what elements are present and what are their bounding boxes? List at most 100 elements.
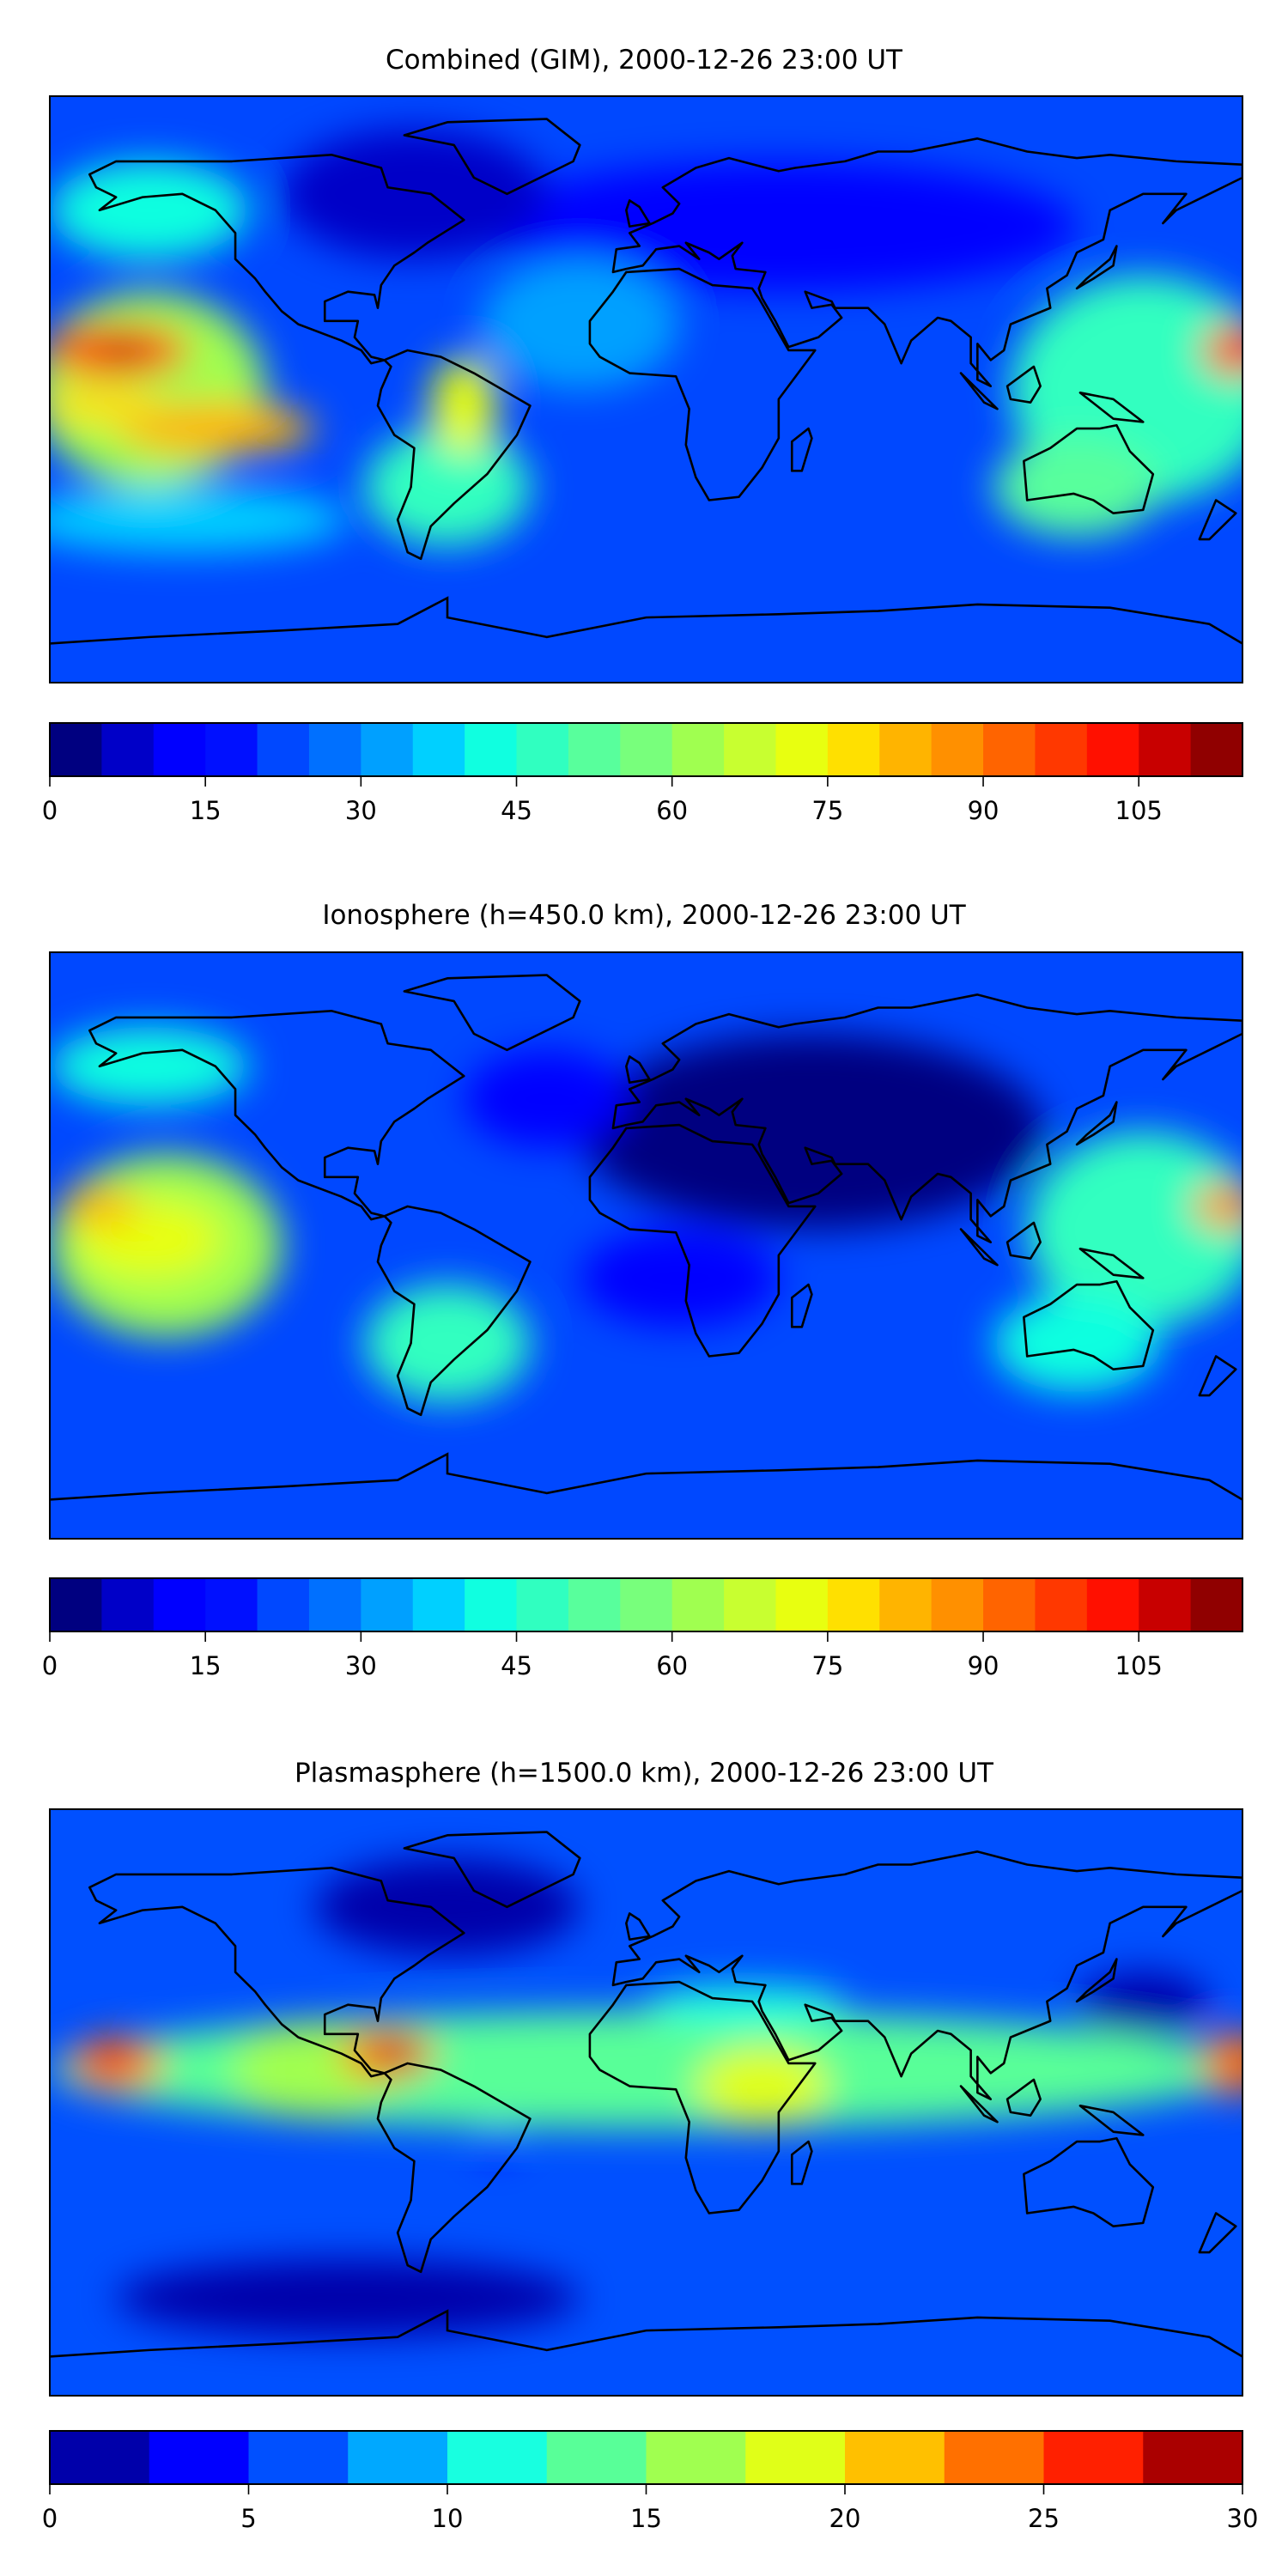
field-feature: [477, 2125, 518, 2159]
colorbar-bin: [931, 723, 984, 776]
colorbar-tick-label: 45: [501, 1651, 532, 1680]
map-title-plasmasphere: Plasmasphere (h=1500.0 km), 2000-12-26 2…: [294, 1758, 993, 1789]
field-feature: [993, 1294, 1160, 1393]
colorbar-bin: [1190, 1578, 1243, 1631]
colorbar-tick-label: 30: [345, 796, 377, 825]
coastline-antarctica: [50, 2309, 1242, 2358]
coastline: [588, 1980, 817, 2215]
colorbar-tick-label: 105: [1115, 796, 1163, 825]
colorbar-bin: [1035, 723, 1088, 776]
colorbar-bin: [412, 1578, 465, 1631]
field-feature: [480, 258, 680, 390]
colorbar-bin: [671, 1578, 725, 1631]
colorbar-bin: [983, 1578, 1036, 1631]
colorbar-bin: [1086, 1578, 1139, 1631]
colorbar-bin: [149, 2431, 249, 2484]
field-feature: [1027, 1131, 1242, 1327]
colorbar-tick-label: 105: [1115, 1651, 1163, 1680]
coastline: [1078, 2104, 1145, 2136]
coastline: [88, 154, 465, 365]
field-feature: [993, 438, 1160, 537]
field-feature: [116, 2258, 580, 2337]
colorbar-frame: [49, 722, 1243, 777]
coastline: [403, 118, 581, 196]
map-frame: [49, 1808, 1243, 2397]
colorbar-bin: [827, 1578, 880, 1631]
colorbar-bin: [745, 2431, 846, 2484]
colorbar-bin: [879, 723, 933, 776]
colorbar-bin: [1190, 723, 1243, 776]
map-title-combined: Combined (GIM), 2000-12-26 23:00 UT: [386, 45, 902, 76]
colorbar-bin: [568, 723, 621, 776]
colorbar-bin: [1035, 1578, 1088, 1631]
coastline: [959, 2085, 999, 2123]
map-plasmasphere: [50, 1809, 1242, 2396]
coastline: [790, 427, 813, 472]
colorbar-bin: [361, 723, 414, 776]
colorbar-bin: [465, 723, 518, 776]
coastline: [1023, 1279, 1155, 1370]
colorbar-tick-label: 15: [190, 1651, 222, 1680]
colorbar-bin: [546, 2431, 647, 2484]
map-title-ionosphere: Ionosphere (h=450.0 km), 2000-12-26 23:0…: [322, 900, 966, 931]
field-feature: [377, 2040, 418, 2067]
colorbar-bin: [775, 723, 829, 776]
colorbar-bin: [879, 1578, 933, 1631]
field-feature: [59, 1187, 140, 1226]
coastline: [403, 1831, 581, 1909]
colorbar-tick-label: 10: [432, 2504, 464, 2533]
field-feature: [1077, 1971, 1210, 2038]
colorbar-bin: [1086, 723, 1139, 776]
coastline: [376, 2062, 532, 2274]
colorbar-bin: [308, 723, 361, 776]
coastline: [1075, 245, 1118, 290]
colorbar-tick-label: 30: [345, 1651, 377, 1680]
colorbar-tick-label: 0: [42, 796, 58, 825]
colorbar-tick-label: 90: [968, 796, 999, 825]
colorbar-tick-label: 15: [190, 796, 222, 825]
colorbar-bin: [1139, 723, 1192, 776]
field-feature: [89, 2050, 130, 2077]
field-feature: [50, 386, 160, 426]
coastline: [88, 1010, 465, 1221]
colorbar-tick-label: 75: [811, 796, 843, 825]
colorbar-tick-label: 90: [968, 1651, 999, 1680]
colorbar-tick-label: 45: [501, 796, 532, 825]
colorbar-bin: [827, 723, 880, 776]
colorbar-tick-label: 5: [240, 2504, 256, 2533]
colorbar-frame: [49, 1577, 1243, 1632]
coastline: [376, 1205, 532, 1417]
field-feature: [314, 1857, 580, 1956]
colorbar-bin: [412, 723, 465, 776]
colorbar-bin: [257, 1578, 310, 1631]
colorbar-bin: [724, 1578, 776, 1631]
field-feature: [1202, 324, 1242, 377]
colorbar-tick-label: 60: [656, 796, 688, 825]
coastline: [1198, 1355, 1237, 1397]
coastline: [790, 2140, 813, 2185]
colorbar-bin: [248, 2431, 349, 2484]
coastline: [611, 1850, 1242, 2101]
field-feature: [50, 161, 249, 259]
coastline: [1023, 423, 1155, 514]
colorbar-bin: [50, 1578, 102, 1631]
colorbar-bin: [983, 723, 1036, 776]
colorbar-bin: [153, 723, 206, 776]
colorbar-tick-label: 30: [1227, 2504, 1259, 2533]
colorbar-bin: [516, 723, 569, 776]
field-feature: [50, 2011, 1242, 2129]
coastline: [1078, 1247, 1145, 1279]
colorbar-bin: [724, 723, 776, 776]
coastline: [611, 137, 1242, 388]
colorbar-tick-label: 0: [42, 2504, 58, 2533]
coastline: [1023, 2136, 1155, 2227]
map-frame: [49, 95, 1243, 683]
colorbar-bin: [101, 1578, 155, 1631]
colorbar-bin: [447, 2431, 548, 2484]
field-feature: [646, 1984, 845, 2025]
colorbar-bin: [1139, 1578, 1192, 1631]
coastline: [588, 1123, 817, 1358]
colorbar-bin: [620, 723, 673, 776]
colorbar-bin: [775, 1578, 829, 1631]
colorbar-bin: [308, 1578, 361, 1631]
